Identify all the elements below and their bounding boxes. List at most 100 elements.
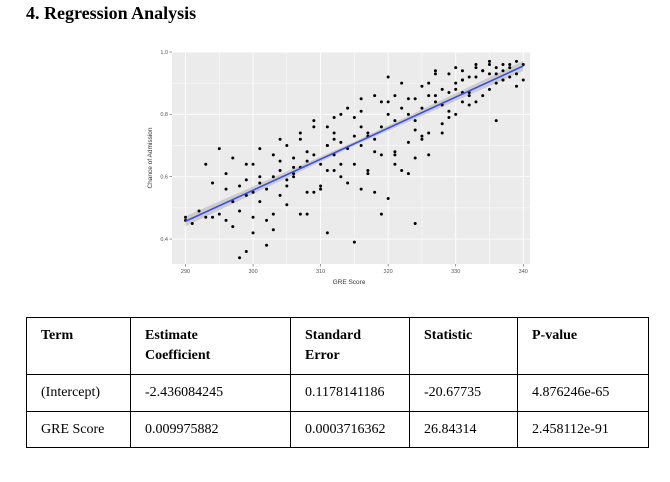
- data-point: [278, 193, 282, 197]
- data-point: [332, 115, 336, 119]
- cell-statistic: -20.67735: [409, 374, 518, 412]
- table-row: (Intercept) -2.436084245 0.1178141186 -2…: [26, 374, 649, 412]
- data-point: [514, 72, 518, 76]
- data-point: [487, 59, 491, 63]
- x-tick-label: 290: [181, 269, 190, 275]
- data-point: [440, 122, 444, 126]
- data-point: [278, 159, 282, 163]
- data-point: [312, 153, 316, 157]
- data-point: [514, 84, 518, 88]
- data-point: [271, 153, 275, 157]
- data-point: [487, 87, 491, 91]
- data-point: [298, 131, 302, 135]
- data-point: [325, 125, 329, 129]
- data-point: [204, 215, 208, 219]
- section-heading: 4. Regression Analysis: [26, 3, 197, 23]
- data-point: [467, 94, 471, 98]
- data-point: [359, 125, 363, 129]
- data-point: [406, 140, 410, 144]
- y-tick-label: 1.0: [160, 50, 168, 56]
- header-stderr-line2: Error: [305, 348, 340, 363]
- data-point: [393, 150, 397, 154]
- data-point: [339, 162, 343, 166]
- data-point: [217, 212, 221, 216]
- data-point: [325, 231, 329, 235]
- data-point: [460, 78, 464, 82]
- data-point: [352, 134, 356, 138]
- data-point: [217, 147, 221, 151]
- cell-estimate: 0.009975882: [130, 411, 291, 448]
- data-point: [298, 212, 302, 216]
- data-point: [366, 131, 370, 135]
- data-point: [427, 131, 431, 135]
- data-point: [271, 212, 275, 216]
- data-point: [258, 175, 262, 179]
- data-point: [224, 172, 228, 176]
- data-point: [285, 184, 289, 188]
- data-point: [359, 109, 363, 113]
- data-point: [325, 168, 329, 172]
- data-point: [406, 97, 410, 101]
- data-point: [420, 84, 424, 88]
- cell-standard-error: 0.1178141186: [290, 374, 410, 412]
- x-tick-label: 340: [519, 269, 528, 275]
- data-point: [312, 125, 316, 129]
- data-point: [292, 165, 296, 169]
- data-point: [393, 162, 397, 166]
- header-estimate: Estimate Coefficient: [130, 317, 291, 375]
- data-point: [292, 172, 296, 176]
- data-point: [231, 156, 235, 160]
- data-point: [386, 100, 390, 104]
- y-tick-label: 0.6: [160, 175, 168, 181]
- data-point: [298, 137, 302, 141]
- data-point: [271, 228, 275, 232]
- y-tick-label: 0.8: [160, 112, 168, 118]
- data-point: [305, 212, 309, 216]
- header-standard-error: Standard Error: [290, 317, 410, 375]
- data-point: [312, 119, 316, 123]
- data-point: [265, 187, 269, 191]
- data-point: [244, 162, 248, 166]
- data-point: [467, 75, 471, 79]
- data-point: [366, 172, 370, 176]
- data-point: [312, 190, 316, 194]
- data-point: [427, 94, 431, 98]
- data-point: [413, 119, 417, 123]
- x-tick-label: 330: [451, 269, 460, 275]
- data-point: [379, 125, 383, 129]
- data-point: [238, 184, 242, 188]
- data-point: [379, 100, 383, 104]
- data-point: [433, 94, 437, 98]
- data-point: [474, 75, 478, 79]
- data-point: [373, 137, 377, 141]
- data-point: [487, 62, 491, 66]
- data-point: [352, 162, 356, 166]
- data-point: [406, 112, 410, 116]
- data-point: [433, 69, 437, 73]
- data-point: [339, 112, 343, 116]
- data-point: [454, 87, 458, 91]
- data-point: [258, 147, 262, 151]
- data-point: [285, 144, 289, 148]
- data-point: [487, 72, 491, 76]
- data-point: [420, 106, 424, 110]
- data-point: [258, 181, 262, 185]
- data-point: [251, 215, 255, 219]
- data-point: [413, 221, 417, 225]
- data-point: [501, 69, 505, 73]
- data-point: [332, 131, 336, 135]
- data-point: [211, 215, 215, 219]
- header-term: Term: [26, 317, 131, 375]
- data-point: [494, 119, 498, 123]
- data-point: [325, 144, 329, 148]
- data-point: [366, 168, 370, 172]
- x-tick-label: 320: [384, 269, 393, 275]
- data-point: [440, 87, 444, 91]
- data-point: [305, 150, 309, 154]
- data-point: [447, 115, 451, 119]
- data-point: [211, 181, 215, 185]
- data-point: [292, 156, 296, 160]
- data-point: [508, 66, 512, 70]
- regression-line: [185, 65, 524, 223]
- data-point: [400, 106, 404, 110]
